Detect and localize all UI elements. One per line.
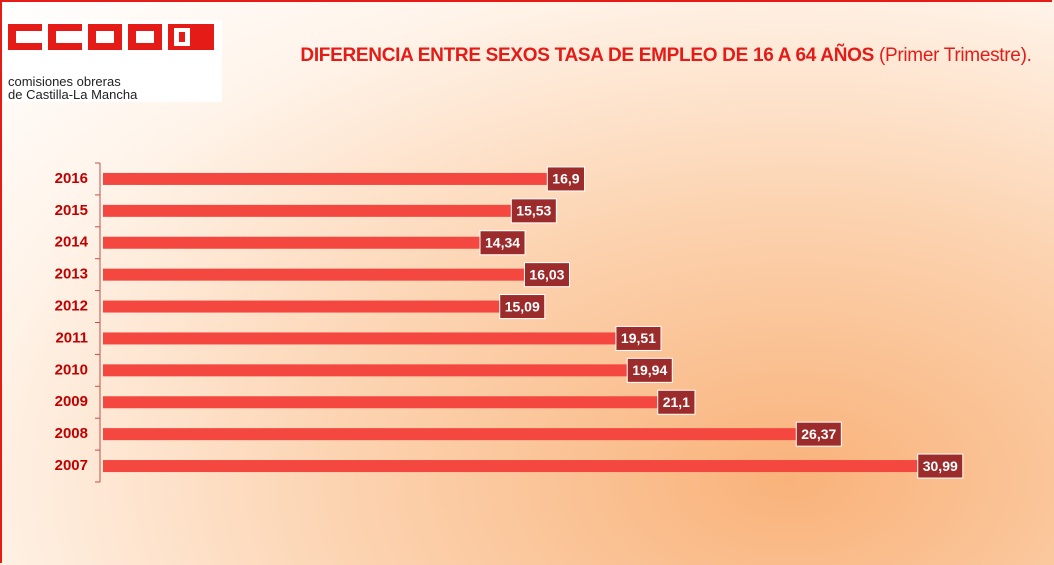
- chart-heading: DIFERENCIA ENTRE SEXOS TASA DE EMPLEO DE…: [282, 44, 1050, 68]
- value-label-box: [479, 230, 526, 256]
- value-label-box: [510, 198, 557, 224]
- value-label-box: [499, 294, 546, 320]
- value-label: 16,03: [529, 266, 564, 282]
- value-label: 30,99: [923, 458, 958, 474]
- y-tick-label: 2009: [55, 393, 88, 410]
- value-label-box: [657, 389, 696, 415]
- value-label: 15,53: [516, 203, 551, 219]
- logo-text: comisiones obreras: [8, 74, 121, 89]
- logo: comisiones obreras de Castilla-La Mancha: [4, 20, 222, 102]
- bar: [103, 332, 616, 345]
- value-label-box: [795, 421, 842, 447]
- value-label-box: [523, 262, 570, 288]
- y-tick-label: 2012: [55, 298, 88, 315]
- logo-text: de Castilla-La Mancha: [8, 87, 138, 102]
- bar: [103, 364, 628, 377]
- bar: [103, 236, 481, 249]
- y-tick-label: 2011: [55, 329, 88, 346]
- y-tick-label: 2013: [55, 266, 88, 283]
- y-tick-label: 2007: [55, 457, 88, 474]
- bar: [103, 172, 548, 185]
- value-label: 16,9: [552, 171, 579, 187]
- value-label-box: [626, 357, 673, 383]
- y-tick-label: 2015: [55, 202, 88, 219]
- value-label: 26,37: [801, 426, 836, 442]
- bar: [103, 396, 658, 409]
- value-label: 15,09: [505, 298, 540, 314]
- value-label: 21,1: [663, 394, 690, 410]
- bar: [103, 428, 797, 441]
- y-tick-label: 2008: [55, 425, 88, 442]
- bar: [103, 460, 918, 473]
- y-tick-label: 2016: [55, 170, 88, 187]
- value-label: 14,34: [485, 234, 520, 250]
- value-label-box: [917, 453, 964, 479]
- bar: [103, 204, 512, 217]
- bar: [103, 268, 525, 281]
- y-tick-label: 2014: [55, 234, 89, 251]
- bar: [103, 300, 500, 313]
- value-label-box: [546, 166, 586, 192]
- chart-title: DIFERENCIA ENTRE SEXOS TASA DE EMPLEO DE…: [300, 45, 874, 66]
- value-label: 19,94: [632, 362, 667, 378]
- value-label: 19,51: [621, 330, 656, 346]
- chart-subtitle: (Primer Trimestre).: [878, 45, 1032, 66]
- value-label-box: [615, 325, 662, 351]
- logo-mark: [8, 24, 214, 50]
- y-tick-label: 2010: [55, 361, 88, 378]
